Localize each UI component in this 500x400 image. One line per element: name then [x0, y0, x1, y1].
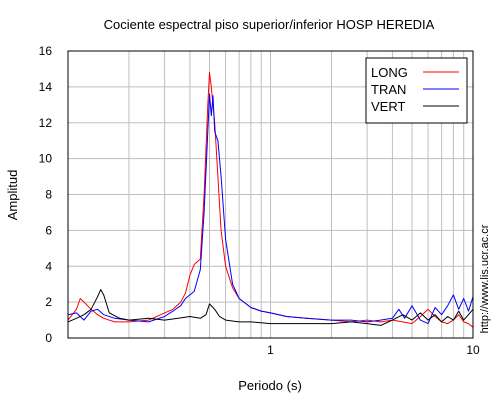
- y-tick-label: 8: [45, 188, 52, 202]
- legend-label-tran: TRAN: [371, 82, 406, 97]
- chart-title: Cociente espectral piso superior/inferio…: [104, 17, 435, 32]
- y-tick-label: 12: [39, 116, 53, 130]
- y-tick-labels: 0 2 4 6 8 10 12 14 16: [39, 44, 53, 345]
- x-tick-label: 1: [267, 343, 274, 357]
- y-tick-label: 14: [39, 80, 53, 94]
- legend-box: [365, 57, 468, 124]
- y-tick-label: 10: [39, 152, 53, 166]
- y-tick-label: 2: [45, 295, 52, 309]
- series-lines: [67, 72, 474, 328]
- y-axis-title: Amplitud: [5, 170, 20, 221]
- series-line-long: [67, 72, 474, 328]
- y-tick-label: 4: [45, 259, 52, 273]
- y-tick-label: 16: [39, 44, 53, 58]
- x-tick-label: 10: [466, 343, 480, 357]
- legend-label-vert: VERT: [371, 99, 405, 114]
- plot-frame: [67, 50, 474, 339]
- y-tick-label: 6: [45, 223, 52, 237]
- series-line-vert: [67, 289, 474, 326]
- series-line-tran: [67, 93, 474, 325]
- x-axis-title: Periodo (s): [238, 378, 302, 393]
- legend: LONG TRAN VERT: [365, 57, 468, 124]
- x-tick-labels: 1 10: [267, 343, 480, 357]
- legend-label-long: LONG: [371, 65, 408, 80]
- credit-url: http://www.lis.ucr.ac.cr: [479, 224, 491, 333]
- y-tick-label: 0: [45, 331, 52, 345]
